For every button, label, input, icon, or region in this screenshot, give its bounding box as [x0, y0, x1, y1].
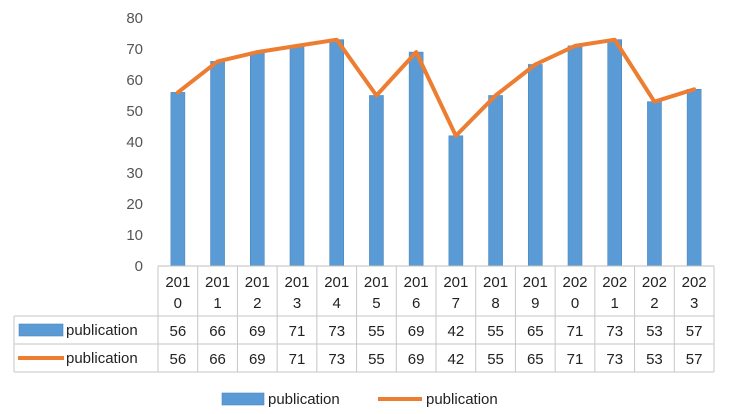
category-label-line1: 202 [562, 274, 587, 291]
bar-2010 [170, 92, 186, 267]
category-label-line2: 7 [452, 295, 460, 312]
table-value: 55 [368, 323, 385, 340]
table-key-bar [18, 323, 64, 337]
table-value: 42 [448, 323, 465, 340]
bar-2012 [249, 51, 265, 267]
category-label-line1: 201 [245, 274, 270, 291]
bar-2018 [488, 95, 503, 267]
y-tick-label: 70 [126, 41, 143, 58]
table-value: 65 [527, 351, 544, 368]
table-value: 42 [448, 351, 465, 368]
line-series-publication [175, 37, 697, 138]
category-label-line1: 201 [364, 274, 389, 291]
bar-2021 [607, 39, 623, 267]
y-tick-label: 30 [126, 165, 143, 182]
table-value: 55 [487, 323, 504, 340]
legend-label-bar: publication [268, 391, 340, 408]
table-value: 55 [487, 351, 504, 368]
category-label-line2: 0 [571, 295, 579, 312]
y-tick-label: 20 [126, 196, 143, 213]
category-label-line2: 9 [531, 295, 539, 312]
category-label-line1: 201 [165, 274, 190, 291]
table-value: 71 [289, 323, 306, 340]
legend: publication publication [221, 391, 498, 408]
y-tick-label: 10 [126, 227, 143, 244]
category-label-line2: 1 [213, 295, 221, 312]
table-value: 69 [249, 351, 266, 368]
table-value: 71 [567, 323, 584, 340]
table-value: 73 [606, 351, 623, 368]
category-label-line2: 4 [333, 295, 341, 312]
category-label-line2: 6 [412, 295, 420, 312]
bar-2019 [527, 64, 543, 267]
category-label-line2: 1 [611, 295, 619, 312]
category-label-line1: 201 [324, 274, 349, 291]
table-value: 53 [646, 323, 663, 340]
y-tick-label: 0 [135, 258, 143, 275]
table-value: 56 [170, 323, 187, 340]
table-value: 69 [408, 351, 425, 368]
category-label-line1: 201 [483, 274, 508, 291]
category-label-line1: 202 [682, 274, 707, 291]
category-label-line2: 8 [491, 295, 499, 312]
bar-2013 [289, 45, 305, 267]
table-value: 66 [209, 351, 226, 368]
table-value: 69 [408, 323, 425, 340]
table-value: 66 [209, 323, 226, 340]
table-value: 73 [606, 323, 623, 340]
table-value: 73 [328, 351, 345, 368]
legend-swatch-bar [221, 392, 265, 406]
table-row-label: publication [66, 350, 138, 367]
table-value: 71 [289, 351, 306, 368]
data-table: 2010201120122013201420152016201720182019… [13, 266, 715, 373]
category-label-line1: 201 [205, 274, 230, 291]
category-label-line1: 201 [284, 274, 309, 291]
bar-2017 [448, 135, 464, 267]
category-label-line2: 2 [650, 295, 658, 312]
y-tick-label: 80 [126, 10, 143, 27]
y-tick-label: 50 [126, 103, 143, 120]
bar-2023 [686, 89, 702, 267]
table-value: 65 [527, 323, 544, 340]
category-label-line2: 3 [293, 295, 301, 312]
category-label-line1: 201 [523, 274, 548, 291]
bar-2014 [329, 39, 345, 267]
bar-2020 [567, 45, 583, 267]
bar-2015 [369, 95, 384, 267]
table-value: 73 [328, 323, 345, 340]
table-row-label: publication [66, 322, 138, 339]
category-label-line1: 202 [602, 274, 627, 291]
table-value: 69 [249, 323, 266, 340]
table-value: 53 [646, 351, 663, 368]
table-value: 55 [368, 351, 385, 368]
category-label-line2: 5 [372, 295, 380, 312]
y-tick-label: 40 [126, 134, 143, 151]
category-label-line2: 0 [174, 295, 182, 312]
table-value: 71 [567, 351, 584, 368]
category-label-line1: 202 [642, 274, 667, 291]
plot-area [158, 37, 714, 267]
table-value: 57 [686, 323, 703, 340]
bar-2011 [210, 61, 225, 267]
category-label-line1: 201 [443, 274, 468, 291]
y-axis: 0 10 20 30 40 50 60 70 80 [126, 10, 143, 275]
table-value: 57 [686, 351, 703, 368]
category-label-line2: 3 [690, 295, 698, 312]
bar-2016 [408, 51, 424, 267]
bar-2022 [647, 101, 662, 267]
table-value: 56 [170, 351, 187, 368]
category-label-line1: 201 [404, 274, 429, 291]
y-tick-label: 60 [126, 72, 143, 89]
legend-label-line: publication [426, 391, 498, 408]
category-label-line2: 2 [253, 295, 261, 312]
